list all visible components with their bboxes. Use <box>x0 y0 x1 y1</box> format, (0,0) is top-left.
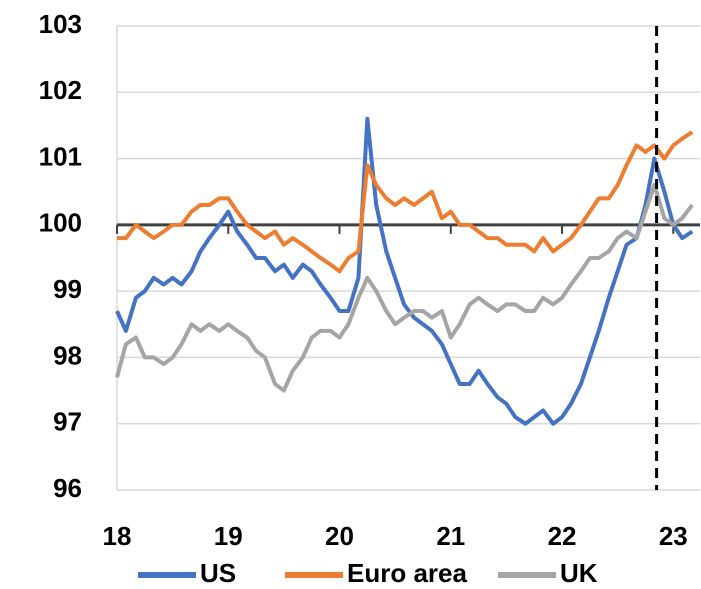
y-tick-label: 98 <box>53 340 82 370</box>
y-tick-label: 97 <box>53 407 82 437</box>
y-tick-label: 103 <box>39 9 82 39</box>
series-line <box>117 130 694 274</box>
x-tick-label: 23 <box>659 521 688 551</box>
y-tick-label: 102 <box>39 75 82 105</box>
y-tick-label: 101 <box>39 141 82 171</box>
x-tick-label: 18 <box>103 521 132 551</box>
y-tick-label: 99 <box>53 274 82 304</box>
x-tick-label: 22 <box>548 521 577 551</box>
x-tick-label: 21 <box>436 521 465 551</box>
x-tick-label: 20 <box>325 521 354 551</box>
series-line <box>115 183 694 393</box>
legend-label: Euro area <box>347 558 467 588</box>
legend-label: UK <box>560 558 598 588</box>
series-line <box>115 116 694 426</box>
legend-label: US <box>200 558 236 588</box>
x-tick-label: 19 <box>214 521 243 551</box>
y-tick-label: 96 <box>53 473 82 503</box>
y-tick-label: 100 <box>39 208 82 238</box>
